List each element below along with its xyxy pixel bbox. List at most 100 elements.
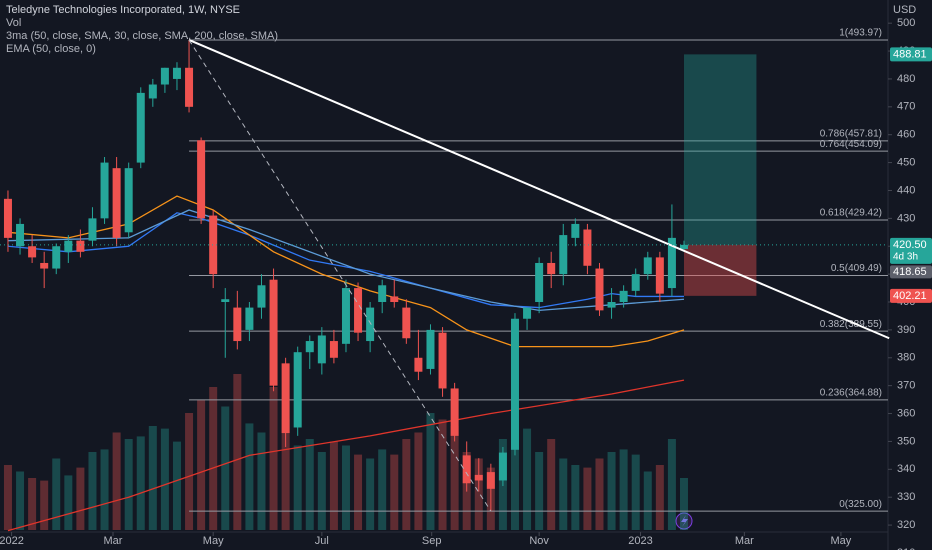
candle-body (3, 198, 12, 238)
volume-bar (571, 465, 580, 530)
candle-body (535, 262, 544, 303)
candle-body (160, 67, 169, 85)
candle-body (185, 67, 194, 107)
candle-body (136, 92, 145, 163)
candle-body (619, 290, 628, 303)
candle-body (390, 296, 399, 303)
x-tick-label: Jul (315, 535, 329, 547)
volume-bar (52, 458, 61, 530)
indicator-label: EMA (50, close, 0) (6, 43, 96, 55)
y-tick-label: 460 (897, 129, 915, 141)
volume-bar (293, 445, 302, 530)
volume-bar (450, 426, 459, 530)
candle-body (595, 268, 604, 311)
volume-bar (148, 426, 157, 530)
candle-body (631, 274, 640, 291)
candle-body (293, 352, 302, 428)
x-tick-label: Sep (422, 535, 442, 547)
candle-body (257, 285, 266, 308)
fib-label: 1(493.97) (839, 28, 882, 39)
candle-body (317, 335, 326, 364)
candle-body (571, 223, 580, 238)
stop-zone (683, 244, 757, 296)
price-label: 402.21 (893, 290, 927, 302)
fib-label: 0.382(389.55) (820, 319, 882, 330)
alert-icon[interactable] (681, 515, 688, 527)
volume-bar (643, 471, 652, 530)
candle-body (523, 307, 532, 319)
volume-bar (619, 449, 628, 530)
y-tick-label: 330 (897, 491, 915, 503)
volume-bar (40, 480, 49, 530)
volume-bar (607, 452, 616, 530)
volume-bar (583, 467, 592, 530)
volume-bar (474, 458, 483, 530)
indicator-label: Vol (6, 17, 21, 29)
volume-bar (426, 413, 435, 530)
candle-body (378, 285, 387, 303)
y-tick-label: 450 (897, 156, 915, 168)
price-label: 420.50 (893, 239, 927, 251)
volume-bar (667, 439, 676, 530)
y-tick-label: 370 (897, 380, 915, 392)
candle-body (354, 288, 363, 333)
chart-title: Teledyne Technologies Incorporated, 1W, … (6, 4, 240, 16)
volume-bar (136, 436, 145, 530)
volume-bar (221, 406, 230, 530)
indicator-label: 3ma (50, close, SMA, 30, close, SMA, 200… (6, 30, 278, 42)
candle-body (402, 307, 411, 339)
candle-body (329, 341, 338, 358)
candle-body (64, 240, 73, 252)
volume-bar (655, 465, 664, 530)
fib-label: 0.786(457.81) (820, 128, 882, 139)
candle-body (498, 452, 507, 481)
candle-body (643, 257, 652, 275)
candle-body (366, 307, 375, 342)
candle-body (148, 84, 157, 99)
candle-body (559, 235, 568, 275)
volume-bar (547, 439, 556, 530)
volume-bar (160, 428, 169, 530)
candle-body (547, 262, 556, 275)
y-tick-label: 310 (897, 547, 915, 550)
fib-label: 0.764(454.09) (820, 139, 882, 150)
volume-bar (88, 452, 97, 530)
volume-bar (64, 475, 73, 530)
price-label: 418.65 (893, 266, 927, 278)
x-tick-label: Mar (104, 535, 123, 547)
candle-body (221, 299, 230, 303)
candle-body (281, 363, 290, 434)
dashed-line (188, 39, 492, 512)
volume-bar (523, 428, 532, 530)
candle-body (172, 67, 181, 79)
candle-body (209, 215, 218, 275)
volume-bar (317, 452, 326, 530)
candle-body (462, 455, 471, 484)
trendline (188, 38, 890, 340)
candle-body (583, 229, 592, 266)
volume-bar (559, 458, 568, 530)
volume-bar (197, 400, 206, 530)
y-tick-label: 320 (897, 519, 915, 531)
candle-body (28, 246, 37, 258)
volume-bar (76, 467, 85, 530)
volume-bar (438, 419, 447, 530)
candle-body (474, 474, 483, 481)
fib-label: 0.236(364.88) (820, 388, 882, 399)
volume-bar (269, 387, 278, 530)
price-box (890, 237, 932, 264)
y-tick-label: 340 (897, 463, 915, 475)
y-tick-label: 500 (897, 17, 915, 29)
y-tick-label: 440 (897, 184, 915, 196)
candle-body (100, 162, 109, 219)
price-box (890, 47, 932, 62)
target-zone (683, 54, 757, 245)
candle-body (112, 168, 121, 238)
volume-bar (378, 449, 387, 530)
volume-bar (209, 387, 218, 530)
volume-bar (3, 465, 12, 530)
y-tick-label: 480 (897, 73, 915, 85)
x-tick-label: 2022 (0, 535, 24, 547)
y-tick-label: 350 (897, 435, 915, 447)
